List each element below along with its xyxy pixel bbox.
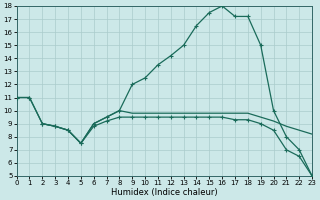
X-axis label: Humidex (Indice chaleur): Humidex (Indice chaleur) — [111, 188, 218, 197]
